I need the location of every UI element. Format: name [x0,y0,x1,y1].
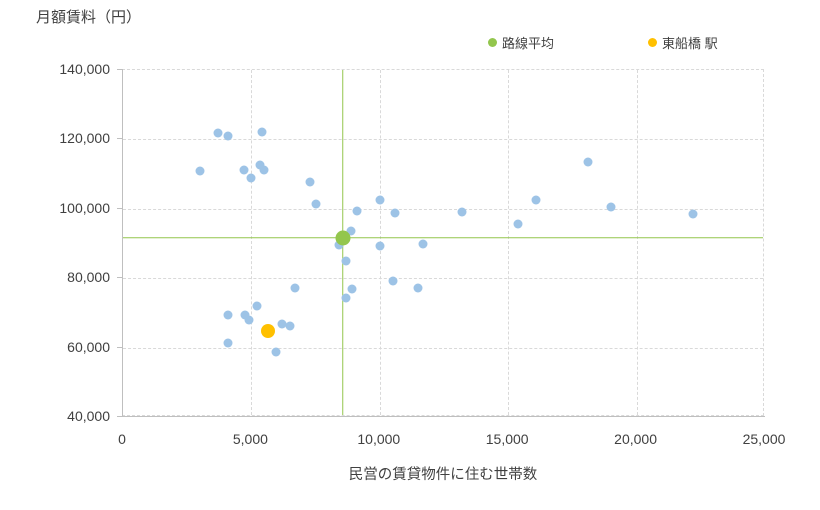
y-tick-label: 80,000 [67,269,110,286]
stations-point[interactable] [244,315,254,325]
stations-point[interactable] [346,226,356,236]
target-station-legend-dot-icon [648,37,657,47]
stations-point[interactable] [390,208,400,218]
stations-point[interactable] [688,209,698,219]
x-tick-label: 15,000 [485,431,529,447]
plot-area [122,69,764,416]
stations-point[interactable] [311,199,321,209]
y-tick-label: 60,000 [67,338,110,355]
stations-point[interactable] [239,165,249,175]
stations-point[interactable] [388,276,398,286]
y-axis-line [122,69,123,417]
x-gridline [636,70,638,415]
stations-point[interactable] [457,207,467,217]
y-tick-mark [117,277,122,279]
x-tick-label: 20,000 [614,431,657,447]
stations-point[interactable] [418,239,428,249]
y-tick-mark [117,138,122,140]
x-gridline [251,70,253,415]
y-tick-label: 140,000 [59,61,110,77]
stations-point[interactable] [246,173,256,183]
stations-point[interactable] [290,283,300,293]
stations-point[interactable] [531,195,541,205]
stations-point[interactable] [223,338,233,348]
legend-label-route-average: 路線平均 [502,35,555,51]
stations-point[interactable] [223,131,233,141]
x-axis-line [122,416,765,417]
route-average-point[interactable] [335,230,351,246]
stations-point[interactable] [583,157,593,167]
stations-point[interactable] [347,284,357,294]
y-tick-label: 100,000 [59,199,110,216]
legend-item-target-station[interactable]: 東船橋 駅 [648,33,718,51]
stations-point[interactable] [413,283,423,293]
y-gridline [123,278,763,280]
route-average-crosshair-hline [123,236,763,239]
y-axis-title: 月額賃料（円） [36,9,142,26]
stations-point[interactable] [240,310,250,320]
stations-point[interactable] [255,160,265,170]
stations-point[interactable] [271,347,281,357]
stations-point[interactable] [223,310,233,320]
x-tick-label: 10,000 [357,431,401,447]
stations-point[interactable] [341,256,351,265]
legend-label-target-station: 東船橋 駅 [662,35,718,51]
y-gridline [123,139,763,141]
y-gridline [123,208,763,210]
y-tick-label: 120,000 [59,130,110,147]
stations-point[interactable] [277,319,287,329]
stations-point[interactable] [213,128,223,138]
x-gridline [508,70,510,415]
stations-point[interactable] [252,301,262,311]
stations-point[interactable] [259,165,269,175]
stations-point[interactable] [341,293,351,303]
stations-point[interactable] [195,166,205,176]
x-tick-label: 25,000 [742,431,786,447]
y-tick-mark [117,416,122,417]
route-average-legend-dot-icon [488,37,497,47]
stations-point[interactable] [375,195,385,205]
stations-point[interactable] [375,241,385,251]
y-tick-mark [117,207,122,209]
x-tick-label: 5,000 [232,431,268,447]
y-tick-mark [117,69,122,70]
stations-point[interactable] [305,177,315,187]
target-station-point[interactable] [261,323,276,338]
legend-item-route-average[interactable]: 路線平均 [488,33,554,51]
stations-point[interactable] [352,206,362,216]
y-tick-mark [117,346,122,348]
y-tick-label: 40,000 [67,408,110,424]
x-axis-title: 民営の賃貸物件に住む世帯数 [348,467,538,483]
stations-point[interactable] [513,219,523,229]
x-tick-label: 0 [118,431,126,447]
stations-point[interactable] [285,321,295,331]
stations-point[interactable] [257,127,267,137]
stations-point[interactable] [606,202,616,212]
y-gridline [123,347,763,349]
